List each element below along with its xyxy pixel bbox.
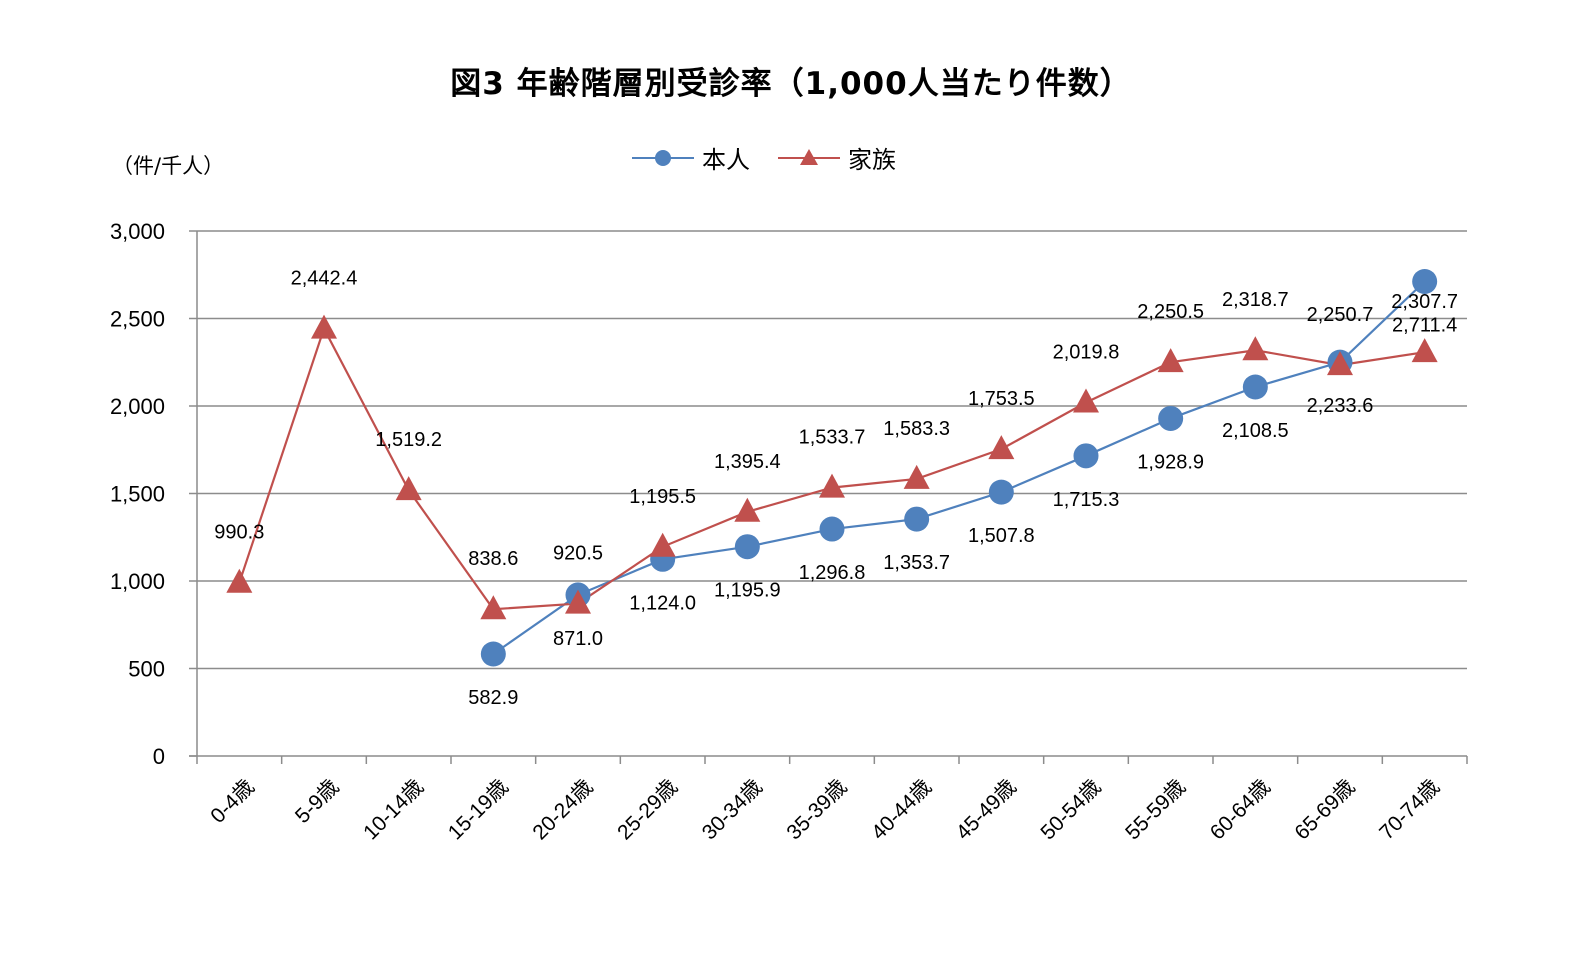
legend-item-series-2: 家族 [776,140,896,175]
data-label-series-2: 2,307.7 [1391,291,1458,313]
data-point-series-2 [311,314,337,339]
data-point-series-1 [988,479,1014,505]
data-label-series-2: 2,250.7 [1307,304,1374,326]
x-tick-label: 25-29歳 [613,775,682,844]
data-point-series-1 [734,534,760,560]
y-tick-label: 1,500 [110,482,165,507]
data-point-series-2 [1242,336,1269,361]
data-label-series-1: 2,233.6 [1307,395,1374,417]
legend-item-series-1: 本人 [630,140,750,175]
data-point-series-1 [480,641,506,667]
x-tick-label: 70-74歳 [1375,775,1444,844]
data-label-series-1: 1,296.8 [799,562,866,584]
x-tick-label: 5-9歳 [291,775,344,828]
series-line-1 [492,280,1426,655]
x-tick-label: 60-64歳 [1206,775,1275,844]
data-label-series-2: 2,318.7 [1222,289,1289,311]
data-point-series-2 [1411,338,1438,363]
data-point-series-1 [1242,374,1268,400]
legend: 本人 家族 [630,140,922,175]
data-label-series-1: 1,715.3 [1053,489,1120,511]
data-label-series-2: 990.3 [214,522,264,544]
y-tick-label: 0 [153,744,165,769]
data-point-series-2 [903,464,930,489]
x-tick-label: 30-34歳 [698,775,767,844]
data-point-series-2 [1073,388,1099,413]
data-point-series-2 [480,595,507,620]
data-label-series-2: 1,395.4 [714,451,781,473]
data-label-series-2: 1,195.5 [629,486,696,508]
data-label-series-1: 1,507.8 [968,525,1035,547]
data-point-series-1 [1412,269,1438,295]
x-tick-label: 10-14歳 [359,775,428,844]
y-tick-label: 3,000 [110,219,165,244]
data-label-series-2: 2,019.8 [1053,342,1120,364]
data-label-series-2: 1,753.5 [968,388,1035,410]
legend-marker-circle-icon [632,149,694,166]
y-axis-unit-label: （件/千人） [112,154,225,178]
x-tick-label: 45-49歳 [952,775,1021,844]
data-label-series-1: 1,195.9 [714,580,781,602]
legend-label-series-1: 本人 [702,146,750,174]
data-label-series-1: 1,124.0 [629,592,696,614]
data-label-series-1: 1,928.9 [1137,451,1204,473]
data-point-series-2 [819,473,845,498]
data-point-series-1 [819,516,845,542]
data-point-series-2 [1327,351,1353,376]
data-label-series-1: 871.0 [553,628,603,650]
x-tick-label: 55-59歳 [1121,775,1190,844]
y-tick-label: 500 [128,657,165,682]
data-point-series-2 [395,476,422,501]
x-tick-label: 15-19歳 [444,775,513,844]
legend-marker-triangle-icon [778,148,840,165]
x-tick-label: 35-39歳 [782,775,851,844]
data-label-series-2: 2,442.4 [291,268,358,290]
x-tick-label: 65-69歳 [1290,775,1359,844]
data-label-series-2: 1,533.7 [799,427,866,449]
data-point-series-2 [734,497,761,522]
data-label-series-1: 2,711.4 [1392,315,1457,337]
data-label-series-1: 582.9 [468,687,518,709]
data-point-series-2 [226,568,253,593]
data-label-series-2: 2,250.5 [1137,301,1204,323]
x-tick-label: 20-24歳 [528,775,597,844]
chart-title: 図3 年齢階層別受診率（1,000人当たり件数） [450,66,1132,102]
x-tick-label: 40-44歳 [867,775,936,844]
data-label-series-2: 920.5 [553,543,603,565]
data-point-series-2 [1157,348,1184,373]
x-tick-label: 0-4歳 [206,775,259,828]
data-label-series-2: 1,519.2 [375,429,442,451]
data-label-series-1: 2,108.5 [1222,420,1289,442]
data-point-series-2 [565,589,591,614]
y-tick-label: 2,500 [110,307,165,332]
data-label-series-1: 1,353.7 [883,552,950,574]
data-point-series-1 [1158,405,1184,431]
data-label-series-2: 1,583.3 [883,418,950,440]
data-point-series-1 [1073,443,1099,469]
data-point-series-2 [649,532,676,557]
data-point-series-2 [988,435,1015,460]
data-point-series-1 [904,506,930,532]
y-tick-label: 2,000 [110,394,165,419]
legend-label-series-2: 家族 [848,146,896,174]
x-tick-label: 50-54歳 [1036,775,1105,844]
data-label-series-2: 838.6 [468,548,518,570]
y-tick-label: 1,000 [110,569,165,594]
